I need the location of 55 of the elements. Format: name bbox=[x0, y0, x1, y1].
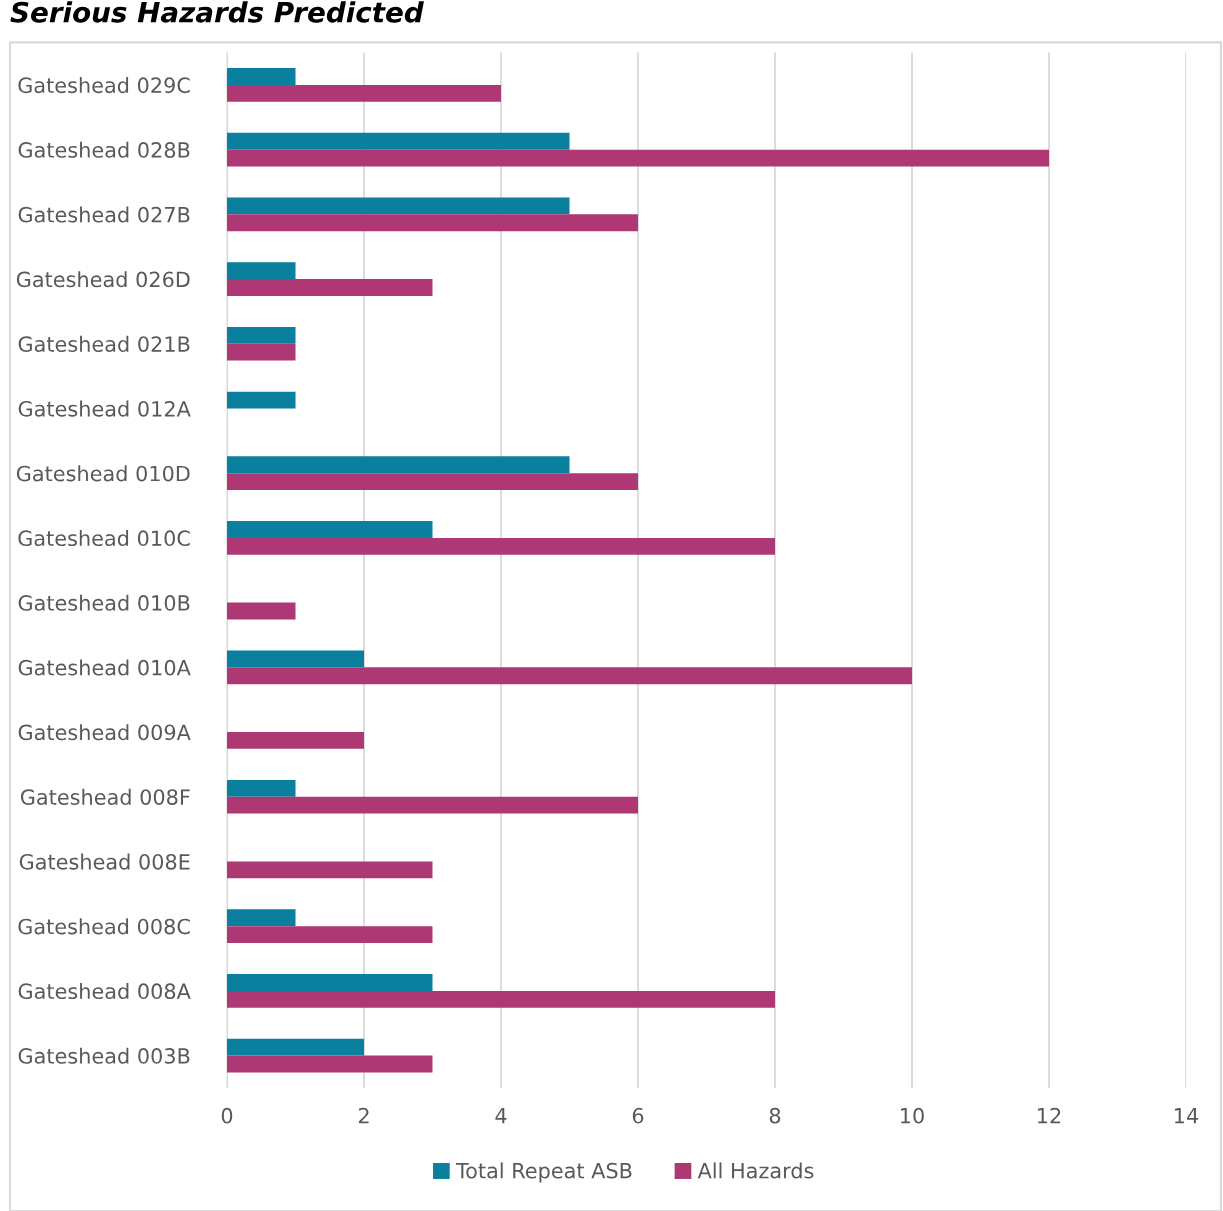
x-tick-label: 6 bbox=[632, 1107, 644, 1124]
y-tick-label: Gateshead 010D bbox=[16, 465, 190, 482]
bar bbox=[227, 521, 433, 538]
x-tick-label: 2 bbox=[358, 1107, 369, 1124]
bar bbox=[227, 343, 296, 361]
y-tick-label: Gateshead 008E bbox=[19, 853, 190, 870]
bar bbox=[227, 456, 570, 474]
chart-title: Serious Hazards Predicted bbox=[10, 1, 424, 23]
bar bbox=[227, 149, 1049, 167]
bar bbox=[227, 1055, 433, 1073]
x-tick-label: 8 bbox=[769, 1107, 781, 1124]
bar bbox=[227, 132, 570, 150]
x-tick-label: 4 bbox=[495, 1108, 507, 1124]
y-tick-label: Gateshead 009A bbox=[18, 724, 191, 741]
bar bbox=[227, 796, 638, 814]
x-tick-label: 10 bbox=[901, 1107, 924, 1124]
bar bbox=[227, 262, 296, 280]
y-tick-label: Gateshead 010A bbox=[18, 659, 191, 676]
y-tick-label: Gateshead 021B bbox=[18, 335, 190, 352]
y-tick-label: Gateshead 026D bbox=[16, 271, 190, 288]
bar bbox=[227, 391, 296, 409]
bar bbox=[227, 861, 433, 879]
bar bbox=[227, 68, 296, 85]
y-tick-label: Gateshead 010C bbox=[18, 529, 190, 547]
bar bbox=[227, 926, 433, 944]
x-tick-label: 14 bbox=[1175, 1108, 1199, 1124]
bar bbox=[227, 537, 775, 555]
y-tick-label: Gateshead 010B bbox=[18, 594, 190, 611]
bar bbox=[227, 732, 364, 749]
bar bbox=[227, 602, 296, 620]
y-tick-label: Gateshead 008C bbox=[18, 918, 190, 935]
bar bbox=[227, 197, 570, 215]
y-tick-label: Gateshead 008F bbox=[20, 788, 190, 805]
bar bbox=[227, 909, 296, 927]
y-tick-label: Gateshead 012A bbox=[18, 400, 191, 417]
bar bbox=[227, 1038, 364, 1056]
bar bbox=[227, 326, 296, 344]
y-tick-label: Gateshead 027B bbox=[18, 206, 190, 223]
bar bbox=[227, 667, 912, 685]
x-tick-label: 0 bbox=[221, 1107, 233, 1124]
legend-label: All Hazards bbox=[697, 1162, 814, 1179]
y-tick-label: Gateshead 029C bbox=[18, 77, 190, 94]
bar bbox=[227, 779, 296, 797]
y-tick-label: Gateshead 008A bbox=[18, 982, 191, 1000]
y-tick-label: Gateshead 003B bbox=[18, 1047, 190, 1064]
bar bbox=[227, 974, 433, 991]
legend-label: Total Repeat ASB bbox=[455, 1162, 632, 1183]
bar bbox=[227, 650, 364, 668]
x-tick-label: 12 bbox=[1038, 1107, 1061, 1124]
bar bbox=[227, 990, 775, 1008]
bar bbox=[227, 214, 638, 232]
y-tick-label: Gateshead 028B bbox=[18, 141, 190, 158]
bar bbox=[227, 279, 433, 296]
bar bbox=[227, 84, 501, 102]
bar bbox=[227, 473, 638, 491]
